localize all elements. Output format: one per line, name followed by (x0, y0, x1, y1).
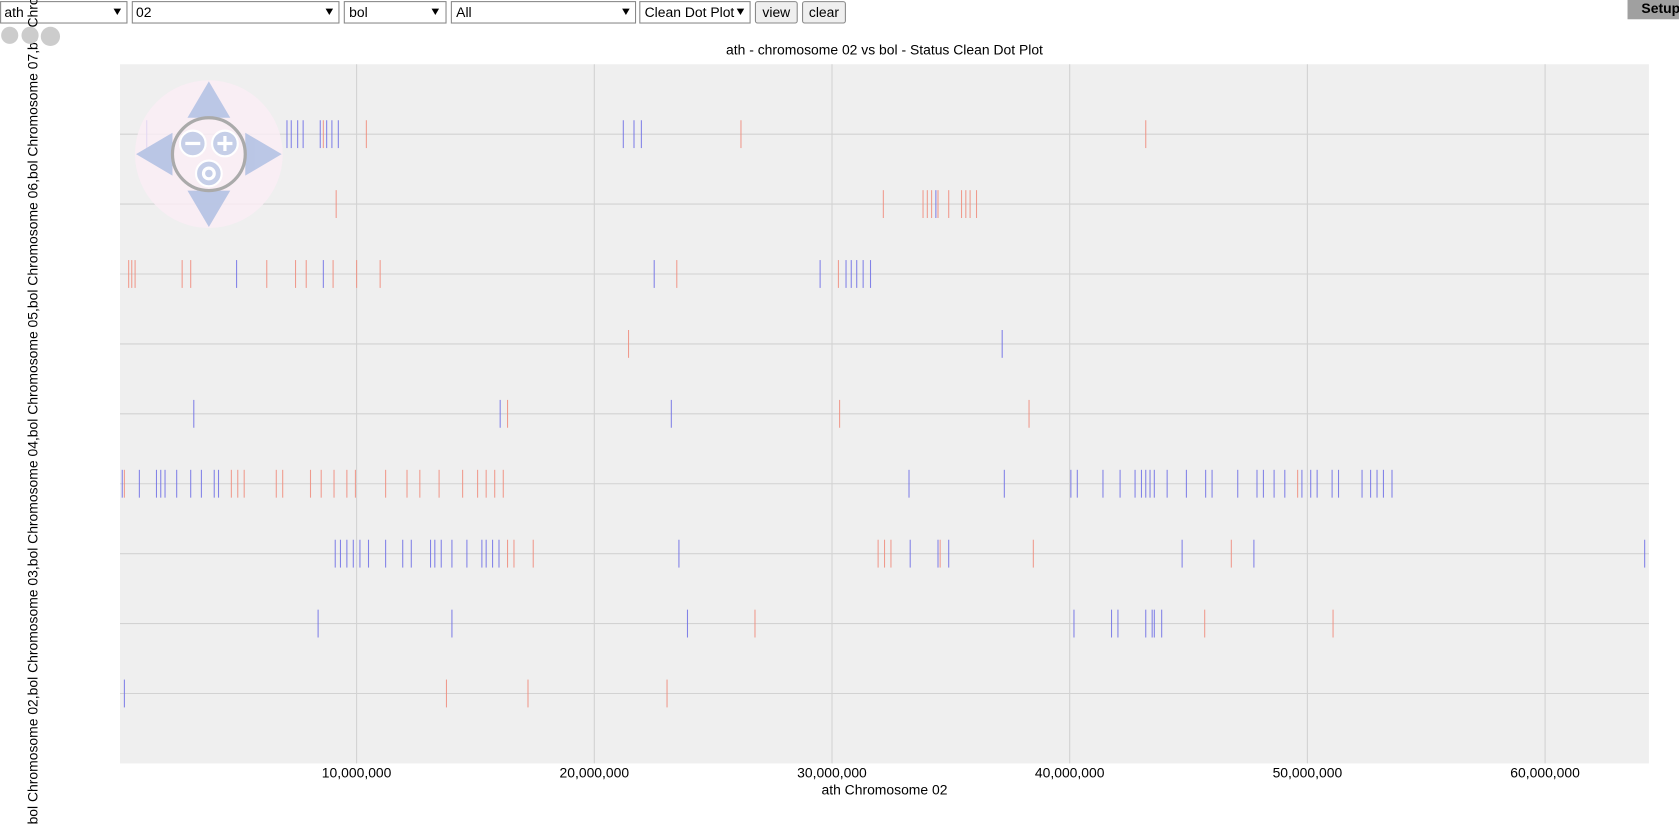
view-button[interactable]: view (762, 4, 791, 20)
close-icon[interactable] (21, 26, 39, 44)
clear-button-box[interactable] (802, 1, 846, 24)
clear-button[interactable]: clear (809, 4, 840, 20)
y-axis-label: bol Chromosome 02,bol Chromosome 03,bol … (25, 0, 41, 824)
x-tick-label: 60,000,000 (1510, 764, 1580, 780)
plot-type-select[interactable]: Clean Dot Plot (645, 4, 735, 20)
close-icon[interactable] (1, 26, 19, 44)
tool-icons (1, 26, 61, 47)
target-chromosome-select[interactable]: All (456, 4, 471, 20)
target-select[interactable]: bol (349, 4, 368, 20)
dropdown-arrow (736, 8, 745, 15)
chromosome-select[interactable]: 02 (136, 4, 152, 20)
nav-arrows[interactable] (136, 81, 282, 227)
plot-type-select-box[interactable] (639, 1, 751, 24)
series (123, 120, 1334, 708)
setup-button-box[interactable] (1627, 0, 1679, 20)
x-tick-label: 50,000,000 (1273, 764, 1343, 780)
target-select-box[interactable] (343, 1, 447, 24)
series (121, 120, 1646, 708)
chart-title: ath - chromosome 02 vs bol - Status Clea… (726, 42, 1043, 58)
x-axis-label: ath Chromosome 02 (821, 781, 947, 797)
view-button-box[interactable] (754, 1, 798, 24)
dropdown-arrow (113, 8, 122, 15)
map-controls (1, 26, 283, 229)
x-tick-label: 10,000,000 (322, 764, 392, 780)
target-chromosome-select-box[interactable] (450, 1, 637, 24)
nav-circle[interactable] (134, 80, 283, 229)
plot (119, 64, 1649, 764)
nav-ring (170, 116, 247, 193)
organism-select-box[interactable] (0, 1, 128, 24)
minus (185, 141, 201, 146)
zoom-reset[interactable] (194, 159, 223, 188)
organism-select[interactable]: ath (4, 4, 23, 20)
lock-icon[interactable] (40, 26, 61, 47)
toolbar: ath 02 bol All Clean Dot Plot view clear… (0, 0, 1679, 24)
dropdown-arrow (622, 8, 630, 15)
reset-ring (201, 166, 216, 181)
x-tick-label: 40,000,000 (1035, 764, 1105, 780)
chromosome-select-box[interactable] (131, 1, 340, 24)
x-tick-label: 30,000,000 (797, 764, 867, 780)
dropdown-arrow (325, 8, 334, 15)
plus (217, 135, 233, 151)
x-tick-label: 20,000,000 (560, 764, 630, 780)
dropdown-arrow (431, 8, 440, 15)
setup-button[interactable]: Setup (1641, 0, 1679, 16)
